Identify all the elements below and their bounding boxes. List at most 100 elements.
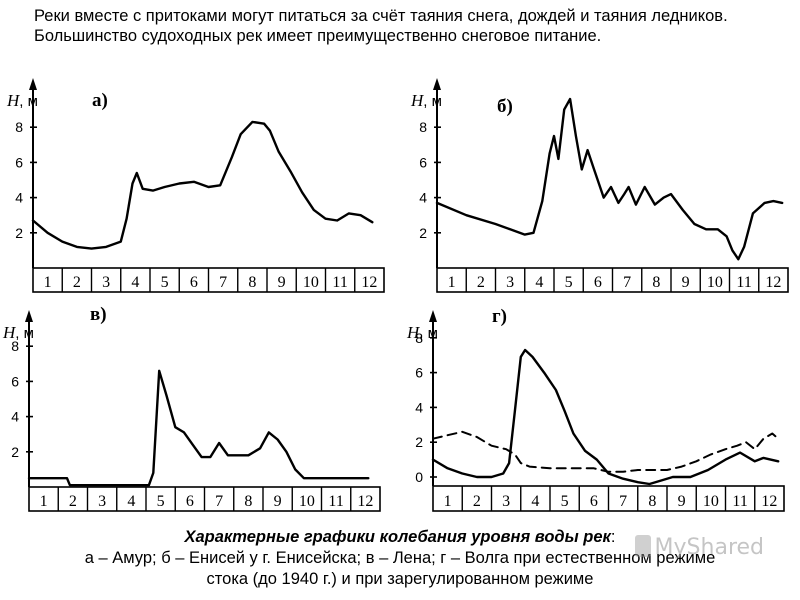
- month-label: 12: [765, 274, 781, 291]
- y-tick-label: 8: [419, 119, 427, 135]
- y-tick-label: 0: [415, 469, 423, 485]
- month-label: 10: [707, 274, 723, 291]
- month-label: 3: [506, 274, 514, 291]
- month-label: 2: [69, 493, 77, 510]
- y-tick-label: 8: [415, 330, 423, 346]
- month-label: 1: [44, 274, 52, 291]
- chart-letter-label: г): [492, 306, 507, 327]
- y-axis-arrow: [429, 310, 437, 322]
- y-tick-label: 4: [11, 409, 19, 425]
- series-line: [431, 348, 780, 486]
- month-label: 4: [535, 274, 543, 291]
- month-label: 8: [648, 493, 656, 510]
- month-label: 12: [761, 493, 777, 510]
- y-tick-label: 6: [419, 154, 427, 170]
- month-label: 3: [102, 274, 110, 291]
- y-axis-label-unit: , м: [15, 325, 34, 342]
- y-tick-label: 8: [11, 338, 19, 354]
- month-label: 5: [157, 493, 165, 510]
- month-label: 5: [161, 274, 169, 291]
- y-axis-label-unit: , м: [423, 93, 442, 110]
- y-tick-label: 6: [11, 373, 19, 389]
- month-label: 11: [328, 493, 343, 510]
- month-label: 1: [40, 493, 48, 510]
- month-label: 12: [357, 493, 373, 510]
- y-tick-label: 2: [11, 444, 19, 460]
- month-label: 10: [299, 493, 315, 510]
- y-axis-arrow: [433, 78, 441, 90]
- series-line: [31, 120, 374, 250]
- chart-letter-label: в): [90, 304, 107, 325]
- caption-line-2: стока (до 1940 г.) и при зарегулированно…: [206, 570, 594, 588]
- month-label: 11: [732, 493, 747, 510]
- series-line-dashed: [432, 430, 780, 473]
- y-axis-label-symbol: H: [2, 323, 17, 342]
- watermark: MyShared: [634, 535, 764, 560]
- figure-caption: Характерные графики колебания уровня вод…: [0, 527, 800, 590]
- y-tick-label: 8: [15, 119, 23, 135]
- month-label: 12: [361, 274, 377, 291]
- month-label: 6: [590, 493, 598, 510]
- month-label: 2: [473, 493, 481, 510]
- series-line: [435, 97, 784, 261]
- month-label: 8: [652, 274, 660, 291]
- month-label: 9: [274, 493, 282, 510]
- month-label: 3: [98, 493, 106, 510]
- y-axis-label: H, м: [410, 91, 442, 110]
- series-line: [27, 369, 370, 487]
- month-label: 8: [244, 493, 252, 510]
- month-label: 1: [448, 274, 456, 291]
- month-label: 7: [219, 274, 227, 291]
- y-tick-label: 4: [415, 399, 423, 415]
- month-label: 8: [248, 274, 256, 291]
- watermark-text: MyShared: [654, 535, 764, 560]
- y-tick-label: 6: [415, 365, 423, 381]
- y-tick-label: 2: [415, 434, 423, 450]
- month-label: 11: [736, 274, 751, 291]
- y-axis-label-symbol: H: [406, 323, 421, 342]
- month-label: 7: [619, 493, 627, 510]
- y-tick-label: 6: [15, 154, 23, 170]
- y-axis-arrow: [25, 310, 33, 322]
- month-label: 4: [127, 493, 135, 510]
- month-label: 4: [131, 274, 139, 291]
- month-label: 7: [623, 274, 631, 291]
- month-label: 4: [531, 493, 539, 510]
- caption-title: Характерные графики колебания уровня вод…: [184, 528, 611, 546]
- month-label: 7: [215, 493, 223, 510]
- month-label: 2: [477, 274, 485, 291]
- y-axis-label-symbol: H: [410, 91, 425, 110]
- month-label: 9: [682, 274, 690, 291]
- y-tick-label: 4: [15, 190, 23, 206]
- month-label: 5: [561, 493, 569, 510]
- y-axis-label: H, м: [2, 323, 34, 342]
- y-tick-label: 2: [419, 225, 427, 241]
- y-axis-label: H, м: [6, 91, 38, 110]
- caption-line-1: а – Амур; б – Енисей у г. Енисейска; в –…: [84, 549, 716, 567]
- month-label: 2: [73, 274, 81, 291]
- month-label: 9: [678, 493, 686, 510]
- month-label: 10: [703, 493, 719, 510]
- month-label: 3: [502, 493, 510, 510]
- watermark-logo-icon: [634, 535, 651, 557]
- month-label: 5: [565, 274, 573, 291]
- month-label: 6: [594, 274, 602, 291]
- y-axis-label-symbol: H: [6, 91, 21, 110]
- chart-letter-label: а): [92, 90, 108, 111]
- month-label: 10: [303, 274, 319, 291]
- month-label: 11: [332, 274, 347, 291]
- month-label: 6: [186, 493, 194, 510]
- month-label: 1: [444, 493, 452, 510]
- chart-letter-label: б): [497, 96, 513, 117]
- month-label: 9: [278, 274, 286, 291]
- y-tick-label: 2: [15, 225, 23, 241]
- y-axis-label-unit: , м: [19, 93, 38, 110]
- y-axis-arrow: [29, 78, 37, 90]
- month-label: 6: [190, 274, 198, 291]
- y-tick-label: 4: [419, 190, 427, 206]
